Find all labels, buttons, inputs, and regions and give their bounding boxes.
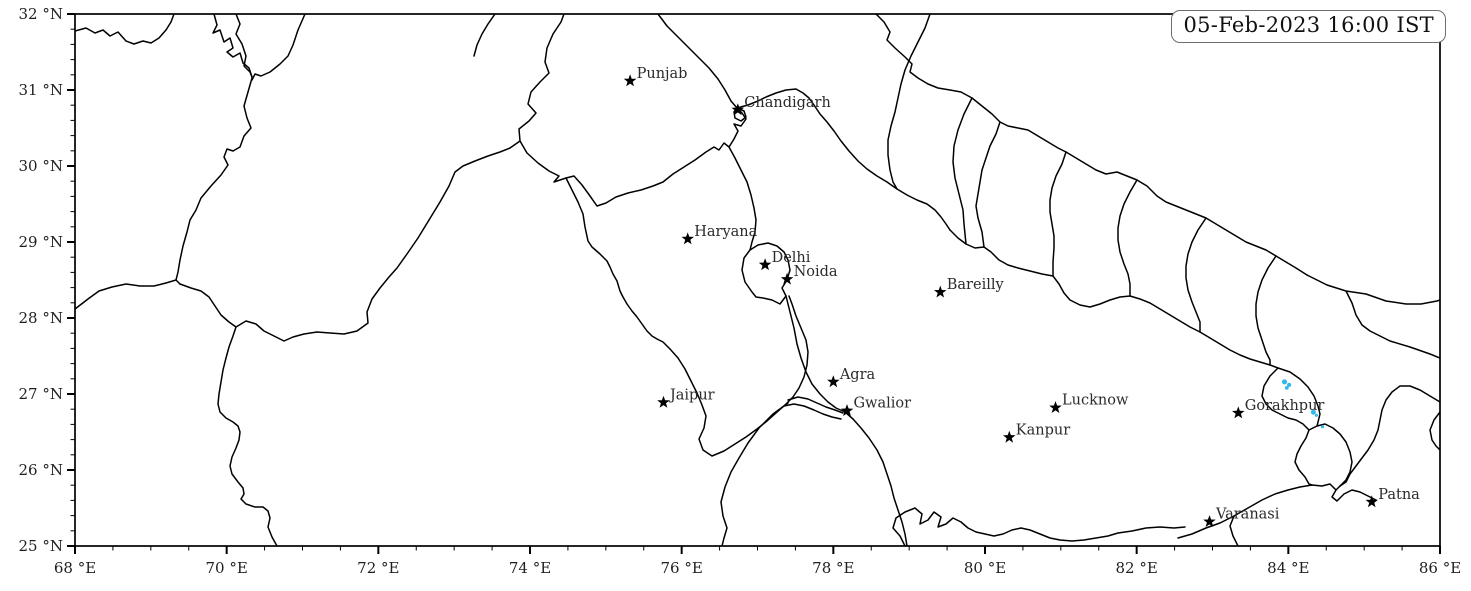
city-marker: Bareilly [934, 277, 1005, 298]
timestamp-text: 05-Feb-2023 16:00 IST [1183, 13, 1434, 37]
lat-tick-label: 27 °N [19, 385, 63, 403]
detection-dot [1284, 386, 1289, 390]
lon-tick-label: 80 °E [964, 559, 1006, 577]
lon-tick-label: 68 °E [54, 559, 96, 577]
city-label: Patna [1378, 487, 1420, 503]
lat-tick-label: 25 °N [19, 537, 63, 555]
lon-tick-label: 82 °E [1116, 559, 1158, 577]
city-marker: Kanpur [1003, 422, 1070, 443]
star-icon [1049, 401, 1062, 413]
city-marker: Punjab [623, 66, 688, 87]
city-marker: Varanasi [1203, 507, 1280, 527]
city-label: Agra [839, 367, 876, 383]
city-marker: Lucknow [1049, 393, 1129, 413]
city-label: Noida [794, 264, 838, 280]
city-label: Delhi [772, 250, 811, 266]
lon-tick-label: 86 °E [1419, 559, 1461, 577]
star-icon [758, 258, 772, 271]
city-label: Gwalior [853, 396, 911, 412]
city-label: Bareilly [947, 277, 1005, 293]
lat-tick-label: 29 °N [19, 233, 63, 251]
city-label: Haryana [694, 224, 757, 240]
lat-tick-label: 30 °N [19, 157, 63, 175]
lat-tick-label: 31 °N [19, 81, 63, 99]
detection-dot [1314, 413, 1318, 417]
lat-tick-label: 28 °N [19, 309, 63, 327]
star-icon [731, 103, 745, 116]
lon-tick-label: 72 °E [357, 559, 399, 577]
city-marker: Chandigarh [731, 95, 831, 116]
detection-dots [1281, 379, 1325, 429]
city-label: Varanasi [1215, 507, 1280, 523]
star-icon [1365, 495, 1378, 508]
detection-dot [1287, 382, 1292, 387]
detection-dot [1310, 409, 1316, 415]
lon-tick-label: 84 °E [1267, 559, 1309, 577]
city-marker: Jaipur [657, 387, 715, 408]
star-icon [681, 232, 694, 245]
star-icon [657, 395, 670, 408]
city-label: Lucknow [1062, 393, 1129, 409]
city-marker: Gwalior [840, 396, 911, 417]
lat-tick-label: 32 °N [19, 5, 63, 23]
axis-tick-labels: 68 °E 70 °E 72 °E 74 °E 76 °E 78 °E 80 °E 82 °E… [19, 5, 1462, 577]
city-marker: Noida [780, 264, 838, 285]
axis-ticks [67, 13, 1441, 554]
lon-tick-label: 78 °E [812, 559, 854, 577]
star-icon [827, 375, 840, 388]
city-label: Gorakhpur [1245, 398, 1325, 414]
city-label: Kanpur [1016, 422, 1070, 438]
lon-tick-label: 74 °E [509, 559, 551, 577]
lon-tick-label: 70 °E [206, 559, 248, 577]
city-marker: Delhi [758, 250, 811, 271]
city-label: Chandigarh [744, 95, 831, 111]
star-icon [780, 272, 794, 285]
city-marker: Agra [827, 367, 876, 388]
city-marker: Patna [1365, 487, 1420, 508]
city-marker: Gorakhpur [1232, 398, 1325, 419]
timestamp-box: 05-Feb-2023 16:00 IST [1171, 10, 1446, 43]
star-icon [934, 285, 947, 298]
star-icon [840, 404, 854, 417]
detection-dot [1281, 379, 1288, 385]
lon-tick-label: 76 °E [661, 559, 703, 577]
city-label: Punjab [637, 66, 688, 82]
star-icon [1003, 430, 1016, 443]
star-icon [1203, 515, 1216, 527]
city-marker: Haryana [681, 224, 758, 245]
star-icon [1232, 406, 1245, 419]
city-label: Jaipur [668, 387, 715, 403]
lat-tick-label: 26 °N [19, 461, 63, 479]
state-boundaries [75, 14, 1440, 546]
star-icon [623, 74, 637, 87]
detection-dot [1320, 425, 1325, 429]
